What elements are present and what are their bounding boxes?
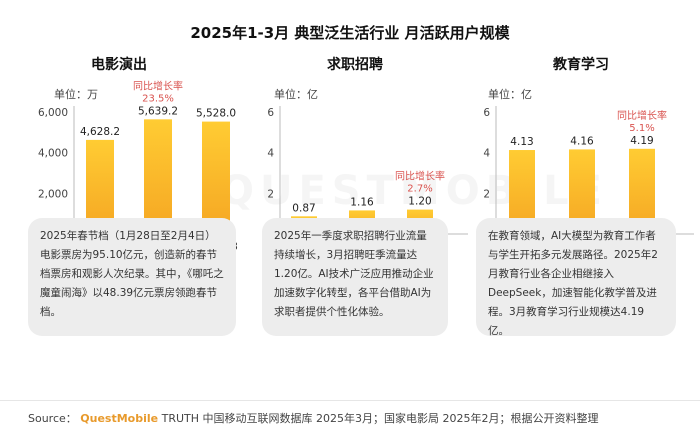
y-tick-label: 4 [483, 148, 490, 160]
data-label: 5,528.0 [196, 108, 236, 120]
y-tick-label: 6,000 [38, 107, 68, 119]
data-label: 1.20 [408, 196, 431, 208]
chart-title: 电影演出 [91, 57, 147, 73]
unit-label: 单位：亿 [274, 88, 318, 101]
y-tick-label: 6 [267, 107, 274, 119]
data-label: 4,628.2 [80, 126, 120, 138]
note-education: 在教育领域，AI大模型为教育工作者与学生开拓多元发展路径。2025年2月教育行业… [476, 218, 676, 337]
note-recruit: 2025年一季度求职招聘行业流量持续增长，3月招聘旺季流量达1.20亿。AI技术… [262, 218, 448, 336]
growth-rate-label: 同比增长率 [133, 79, 183, 92]
data-label: 4.16 [570, 135, 594, 147]
data-label: 0.87 [292, 202, 315, 214]
y-tick-label: 2 [483, 188, 490, 200]
y-tick-label: 6 [483, 107, 490, 119]
growth-rate-value: 2.7% [407, 184, 432, 195]
source-text: TRUTH 中国移动互联网数据库 2025年3月；国家电影局 2025年2月；根… [161, 412, 599, 425]
bar [202, 121, 230, 234]
chart-title: 教育学习 [553, 57, 609, 73]
watermark: QUESTMOBILE [220, 168, 608, 214]
unit-label: 单位：万 [54, 88, 98, 101]
growth-rate-value: 5.1% [629, 123, 654, 134]
data-label: 4.13 [510, 136, 533, 148]
unit-label: 单位：亿 [488, 88, 532, 101]
bar [144, 119, 172, 234]
divider [0, 400, 700, 401]
data-label: 4.19 [630, 135, 653, 147]
source-line: Source： QuestMobile TRUTH 中国移动互联网数据库 202… [28, 410, 599, 426]
source-prefix: Source： [28, 412, 77, 425]
chart-title: 求职招聘 [327, 57, 383, 73]
page-title: 2025年1-3月 典型泛生活行业 月活跃用户规模 [190, 24, 510, 42]
growth-rate-label: 同比增长率 [395, 170, 445, 183]
growth-rate-value: 23.5% [142, 93, 174, 104]
source-brand: QuestMobile [80, 412, 159, 425]
y-tick-label: 2,000 [38, 188, 68, 200]
data-label: 5,639.2 [138, 105, 178, 117]
y-tick-label: 4 [267, 148, 274, 160]
y-tick-label: 2 [267, 188, 274, 200]
growth-rate-label: 同比增长率 [617, 109, 667, 122]
y-tick-label: 4,000 [38, 148, 68, 160]
data-label: 1.16 [350, 196, 374, 208]
note-movie: 2025年春节档（1月28日至2月4日）电影票房为95.10亿元，创造新的春节档… [28, 218, 236, 336]
